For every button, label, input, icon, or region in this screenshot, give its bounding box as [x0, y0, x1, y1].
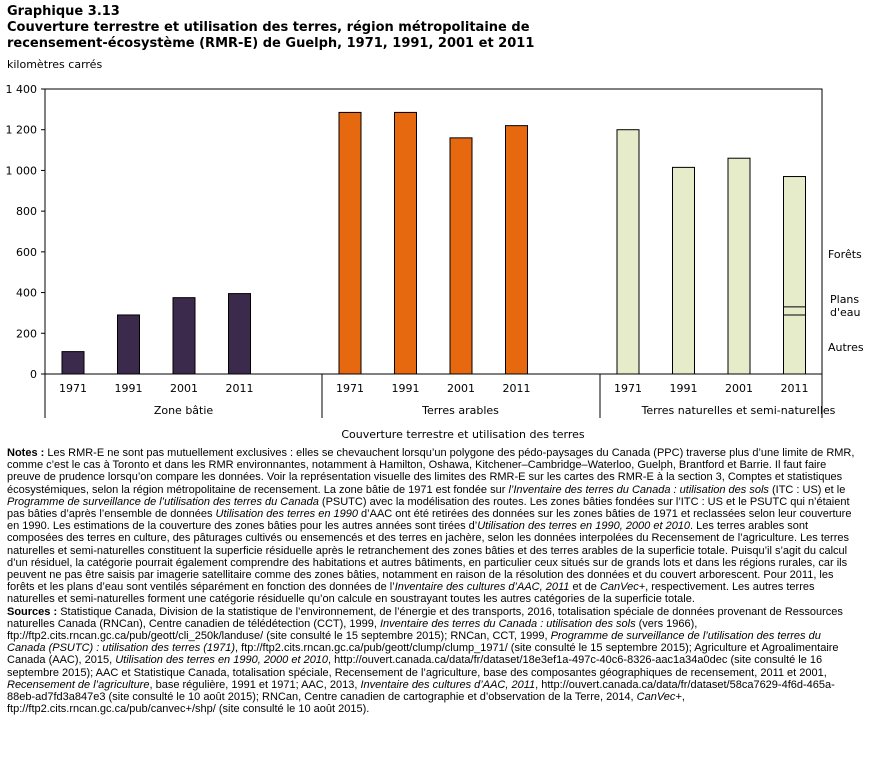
annotation-autres: Autres — [828, 341, 864, 354]
notes-text: . Les terres arables sont composées des … — [7, 520, 849, 594]
notes-label: Notes : — [7, 447, 45, 459]
y-tick-label: 0 — [30, 368, 37, 381]
sources-italic: Programme de surveillance de l’utilisati… — [7, 630, 821, 655]
bar — [727, 157, 751, 375]
sources-text: (vers 1966), ftp://ftp2.cits.rncan.gc.ca… — [7, 617, 698, 643]
x-tick-label: 2001 — [447, 382, 475, 395]
x-tick-label: 1991 — [115, 382, 143, 395]
y-tick-label: 600 — [16, 246, 37, 259]
y-tick-label: 800 — [16, 205, 37, 218]
notes-italic: Programme de surveillance de l’utilisati… — [7, 495, 319, 508]
sources-text: , ftp://ftp2.cits.rncan.gc.ca/pub/geott/… — [7, 642, 839, 667]
sources-italic: CanVec+ — [636, 691, 682, 704]
sources-label: Sources : — [7, 605, 58, 618]
notes-text: (PSUTC) avec la modélisation des routes.… — [7, 495, 850, 521]
y-unit-label: kilomètres carrés — [7, 58, 103, 71]
group-label: Zone bâtie — [154, 404, 214, 417]
y-tick-label: 400 — [16, 287, 37, 300]
y-tick-label: 1 000 — [6, 164, 38, 177]
x-tick-label: 2011 — [503, 382, 531, 395]
sources-italic: Inventaire des terres du Canada : utilis… — [379, 617, 636, 630]
sources-text: , http://ouvert.canada.ca/data/fr/datase… — [7, 678, 835, 704]
bar — [61, 351, 85, 375]
bar — [338, 111, 362, 375]
bar — [616, 129, 640, 375]
notes-text: Les RMR-E ne sont pas mutuellement exclu… — [7, 447, 855, 496]
bar — [505, 125, 528, 375]
sources-text: Statistique Canada, Division de la stati… — [7, 605, 843, 630]
notes-italic: l’Inventaire des terres du Canada : util… — [508, 483, 769, 496]
annotation-forets: Forêts — [828, 248, 862, 261]
x-tick-label: 1991 — [392, 382, 420, 395]
title-line-2: recensement-écosystème (RMR-E) de Guelph… — [7, 36, 535, 51]
notes-section: Notes : Les RMR-E ne sont pas mutuelleme… — [7, 447, 859, 715]
graph-number: Graphique 3.13 — [7, 4, 120, 19]
y-tick-label: 200 — [16, 327, 37, 340]
notes-italic: Utilisation des terres en 1990 — [215, 508, 358, 521]
x-tick-label: 2011 — [226, 382, 254, 395]
sources-paragraph: Sources : Statistique Canada, Division d… — [7, 606, 859, 716]
bar — [672, 166, 695, 375]
sources-text: , http://ouvert.canada.ca/data/fr/datase… — [7, 654, 827, 679]
group-label: Terres naturelles et semi-naturelles — [641, 404, 836, 417]
bar — [172, 297, 196, 375]
notes-text: d’AAC ont été retirées des données sur l… — [7, 508, 852, 533]
x-tick-label: 2001 — [725, 382, 753, 395]
sources-italic: Recensement de l’agriculture — [7, 678, 150, 691]
sources-italic: Utilisation des terres en 1990, 2000 et … — [115, 654, 329, 667]
x-tick-label: 2011 — [781, 382, 809, 395]
bar-chart: 0 200 400 600 800 1 000 1 200 1 400 1971 1991 2001… — [6, 83, 864, 441]
plot-area — [44, 88, 823, 375]
sources-text: , ftp://ftp2.cits.rncan.gc.ca/pub/canvec… — [7, 691, 685, 716]
annotation-plans: Plans — [830, 293, 859, 306]
notes-text: (ITC : US) et le — [768, 483, 846, 496]
notes-paragraph: Notes : Les RMR-E ne sont pas mutuelleme… — [7, 447, 859, 606]
x-tick-label: 1971 — [59, 382, 87, 395]
bar — [228, 293, 251, 375]
annotation-deau: d'eau — [830, 306, 861, 319]
notes-italic: CanVec+ — [599, 581, 646, 594]
x-axis-title: Couverture terrestre et utilisation des … — [341, 428, 585, 441]
sources-text: , base régulière, 1991 et 1971; AAC, 201… — [149, 678, 361, 691]
chart-title: Graphique 3.13 Couverture terrestre et u… — [7, 4, 857, 52]
x-tick-label: 1971 — [336, 382, 364, 395]
bar — [394, 111, 417, 375]
title-line-1: Couverture terrestre et utilisation des … — [7, 20, 530, 35]
notes-italic: Utilisation des terres en 1990, 2000 et … — [477, 520, 691, 533]
y-tick-label: 1 400 — [6, 83, 38, 96]
group-label: Terres arables — [421, 404, 499, 417]
x-tick-label: 1971 — [614, 382, 642, 395]
x-tick-label: 1991 — [670, 382, 698, 395]
x-tick-label: 2001 — [170, 382, 198, 395]
notes-italic: Inventaire des cultures d’AAC, 2011 — [394, 581, 570, 594]
notes-text: , respectivement. Les autres terres natu… — [7, 581, 815, 606]
notes-text: et de — [569, 581, 600, 594]
y-tick-label: 1 200 — [6, 124, 38, 137]
sources-italic: Inventaire des cultures d’AAC, 2011 — [360, 678, 536, 691]
bar — [783, 176, 806, 375]
bar — [449, 137, 473, 375]
bar — [117, 314, 140, 375]
